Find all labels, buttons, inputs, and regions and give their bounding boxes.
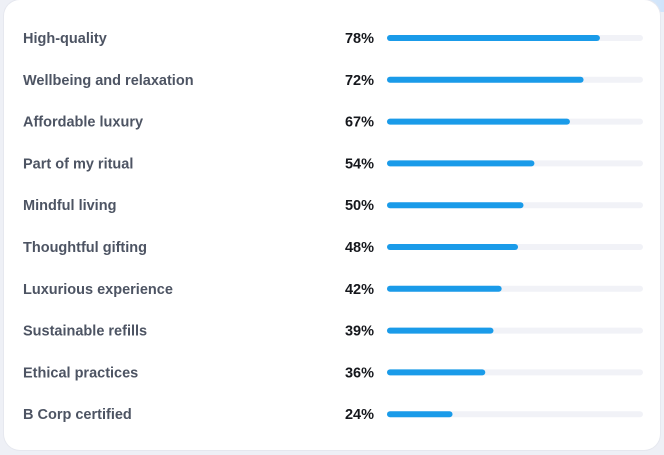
value-label: 48% (345, 240, 374, 256)
horizontal-bar-chart: High-quality 78% Wellbeing and relaxation 7… (23, 31, 643, 423)
chart-row: Affordable luxury 67% (23, 115, 643, 131)
bar (387, 369, 486, 376)
category-label: Thoughtful gifting (23, 240, 147, 256)
category-label: Part of my ritual (23, 156, 133, 172)
chart-row: Thoughtful gifting 48% (23, 240, 643, 256)
bar (387, 35, 600, 41)
bar (387, 327, 494, 334)
value-label: 39% (345, 324, 374, 340)
bar (387, 411, 453, 418)
value-label: 50% (345, 198, 374, 214)
bar (387, 285, 502, 292)
category-label: Ethical practices (23, 365, 138, 381)
value-label: 72% (345, 73, 374, 89)
category-label: B Corp certified (23, 407, 132, 423)
chart-row: Luxurious experience 42% (23, 282, 643, 298)
bar (387, 118, 570, 125)
value-label: 42% (345, 282, 374, 298)
bar (387, 76, 584, 83)
chart-row: Ethical practices 36% (23, 365, 643, 381)
chart-row: Mindful living 50% (23, 198, 643, 214)
value-label: 24% (345, 407, 374, 423)
chart-row: Part of my ritual 54% (23, 156, 643, 172)
bar (387, 160, 535, 167)
category-label: Luxurious experience (23, 282, 173, 298)
chart-row: Wellbeing and relaxation 72% (23, 73, 643, 89)
value-label: 54% (345, 156, 374, 172)
value-label: 67% (345, 115, 374, 131)
category-label: Mindful living (23, 198, 116, 214)
chart-row: B Corp certified 24% (23, 407, 643, 423)
bar (387, 202, 524, 209)
value-label: 78% (345, 31, 374, 47)
chart-card: High-quality 78% Wellbeing and relaxation 7… (4, 0, 660, 450)
bar (387, 244, 519, 250)
chart-row: Sustainable refills 39% (23, 324, 643, 340)
value-label: 36% (345, 365, 374, 381)
chart-row: High-quality 78% (23, 31, 643, 47)
category-label: Affordable luxury (23, 115, 143, 131)
category-label: High-quality (23, 31, 107, 47)
category-label: Wellbeing and relaxation (23, 73, 194, 89)
category-label: Sustainable refills (23, 324, 147, 340)
